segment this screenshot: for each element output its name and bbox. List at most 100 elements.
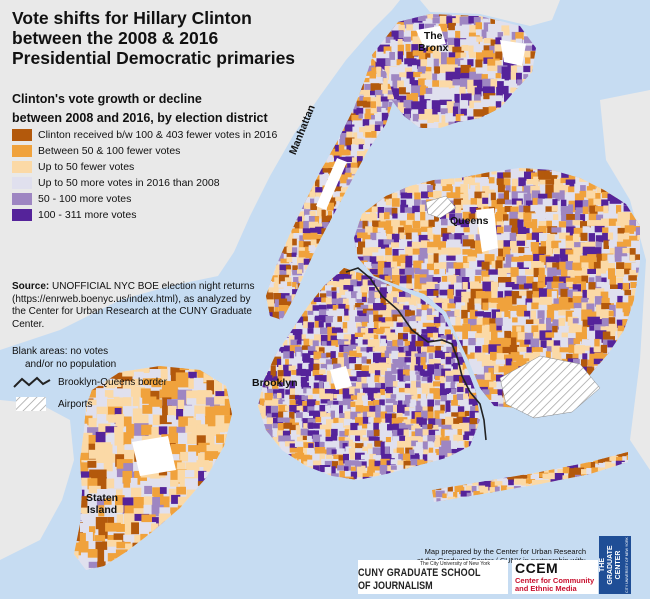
election-district-cell	[533, 277, 542, 284]
election-district-cell	[98, 525, 108, 539]
election-district-cell	[349, 315, 359, 325]
election-district-cell	[537, 282, 545, 288]
election-district-cell	[588, 297, 595, 309]
election-district-cell	[608, 218, 618, 231]
election-district-cell	[428, 219, 439, 229]
election-district-cell	[362, 416, 371, 424]
election-district-cell	[441, 218, 448, 226]
election-district-cell	[412, 113, 419, 122]
election-district-cell	[88, 485, 101, 494]
election-district-cell	[481, 100, 493, 109]
election-district-cell	[445, 71, 456, 84]
election-district-cell	[609, 275, 616, 285]
election-district-cell	[384, 430, 393, 441]
election-district-cell	[363, 145, 370, 150]
election-district-cell	[452, 346, 460, 355]
election-district-cell	[622, 456, 628, 464]
election-district-cell	[530, 338, 540, 351]
election-district-cell	[582, 339, 590, 347]
election-district-cell	[517, 226, 526, 238]
election-district-cell	[422, 454, 428, 465]
election-district-cell	[274, 299, 282, 308]
election-district-cell	[622, 302, 631, 315]
election-district-cell	[582, 353, 588, 366]
election-district-cell	[504, 206, 512, 212]
election-district-cell	[616, 205, 622, 218]
election-district-cell	[433, 290, 439, 297]
election-district-cell	[397, 404, 407, 414]
election-district-cell	[409, 321, 417, 332]
election-district-cell	[385, 393, 393, 398]
election-district-cell	[559, 347, 571, 353]
election-district-cell	[503, 80, 510, 87]
election-district-cell	[516, 72, 522, 84]
election-district-cell	[546, 323, 556, 332]
election-district-cell	[588, 277, 595, 284]
election-district-cell	[313, 363, 320, 375]
election-district-cell	[272, 380, 279, 389]
election-district-cell	[203, 368, 213, 383]
election-district-cell	[546, 281, 554, 294]
election-district-cell	[158, 426, 168, 435]
election-district-cell	[414, 365, 425, 376]
election-district-cell	[441, 247, 449, 259]
election-district-cell	[274, 277, 281, 285]
election-district-cell	[326, 419, 334, 425]
election-district-cell	[579, 190, 587, 198]
election-district-cell	[347, 163, 353, 168]
election-district-cell	[107, 433, 120, 445]
election-district-cell	[551, 269, 564, 276]
election-district-cell	[115, 414, 125, 428]
election-district-cell	[568, 186, 579, 197]
election-district-cell	[470, 281, 480, 289]
election-district-cell	[348, 382, 358, 388]
election-district-cell	[398, 453, 404, 464]
election-district-cell	[97, 469, 107, 478]
election-district-cell	[337, 274, 349, 281]
election-district-cell	[272, 436, 278, 444]
election-district-cell	[371, 67, 377, 74]
election-district-cell	[434, 87, 446, 99]
election-district-cell	[330, 310, 337, 320]
election-district-cell	[336, 308, 345, 315]
election-district-cell	[419, 101, 427, 110]
election-district-cell	[457, 386, 464, 393]
election-district-cell	[560, 206, 573, 216]
election-district-cell	[426, 46, 434, 54]
election-district-cell	[483, 354, 496, 362]
election-district-cell	[558, 221, 570, 229]
election-district-cell	[453, 325, 465, 335]
election-district-cell	[393, 401, 398, 409]
election-district-cell	[273, 293, 283, 304]
election-district-cell	[622, 282, 630, 291]
election-district-cell	[616, 197, 623, 203]
election-district-cell	[525, 319, 535, 325]
election-district-cell	[455, 331, 464, 337]
election-district-cell	[115, 495, 125, 509]
election-district-cell	[505, 282, 515, 288]
election-district-cell	[385, 413, 394, 421]
election-district-cell	[574, 183, 584, 196]
election-district-cell	[399, 239, 412, 248]
election-district-cell	[290, 339, 298, 346]
election-district-cell	[433, 122, 440, 127]
election-district-cell	[413, 260, 424, 273]
election-district-cell	[187, 408, 197, 420]
election-district-cell	[454, 87, 464, 99]
election-district-cell	[344, 308, 349, 317]
election-district-cell	[415, 340, 425, 347]
election-district-cell	[545, 179, 556, 189]
election-district-cell	[313, 351, 324, 359]
election-district-cell	[399, 212, 409, 222]
election-district-cell	[558, 232, 570, 239]
election-district-cell	[411, 30, 418, 41]
election-district-cell	[391, 309, 399, 319]
election-district-cell	[444, 329, 451, 337]
election-district-cell	[509, 232, 517, 246]
election-district-cell	[193, 377, 204, 393]
election-district-cell	[331, 291, 337, 303]
election-district-cell	[509, 79, 517, 89]
election-district-cell	[289, 394, 300, 400]
election-district-cell	[390, 291, 399, 301]
election-district-cell	[448, 80, 455, 88]
